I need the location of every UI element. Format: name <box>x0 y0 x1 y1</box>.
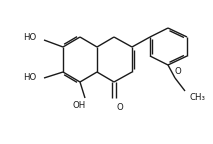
Text: HO: HO <box>23 33 37 41</box>
Text: O: O <box>175 67 181 75</box>
Text: O: O <box>117 103 123 111</box>
Text: OH: OH <box>72 102 86 110</box>
Text: CH₃: CH₃ <box>190 93 206 103</box>
Text: HO: HO <box>23 73 37 83</box>
